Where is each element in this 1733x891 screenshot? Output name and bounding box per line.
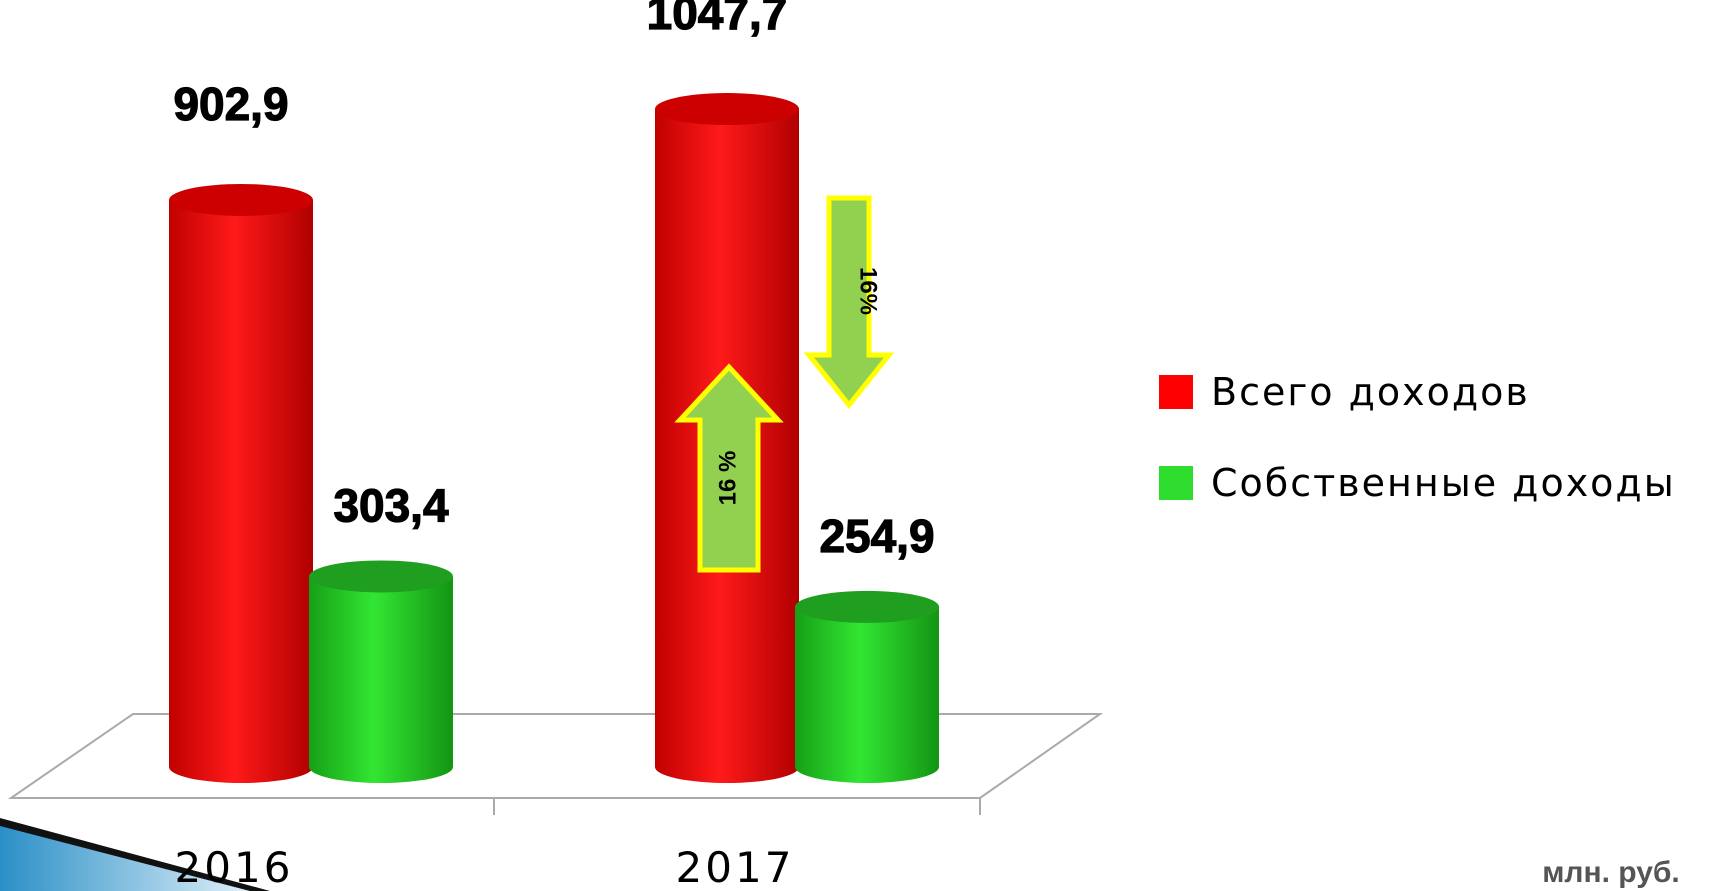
legend-swatch — [1159, 375, 1193, 409]
arrow-down — [803, 195, 895, 410]
value-label: 303,4 — [333, 479, 449, 531]
x-tick-label: 2016 — [175, 843, 294, 891]
bar-cap — [309, 560, 453, 593]
bar-cap — [795, 590, 939, 623]
bar — [795, 606, 939, 783]
decor-line — [0, 818, 270, 891]
unit-label: млн. руб. — [1542, 856, 1680, 889]
annotation: 16 % — [714, 451, 741, 506]
value-label: 1047,7 — [647, 0, 788, 39]
legend-label: Всего доходов — [1211, 370, 1530, 414]
value-label: 902,9 — [173, 78, 288, 130]
legend-swatch — [1159, 466, 1193, 500]
bar-group — [309, 560, 453, 783]
arrow-up — [674, 363, 784, 573]
x-tick-label: 2017 — [676, 843, 795, 891]
bar-cap — [169, 183, 313, 216]
bar — [309, 576, 453, 783]
annotation: 16% — [855, 267, 882, 315]
value-label: 254,9 — [819, 510, 934, 562]
legend-label: Собственные доходы — [1211, 461, 1676, 505]
bar — [169, 199, 313, 783]
bar-group — [169, 183, 313, 783]
bar-group — [795, 590, 939, 783]
bar-cap — [655, 93, 799, 126]
bars — [169, 93, 939, 783]
